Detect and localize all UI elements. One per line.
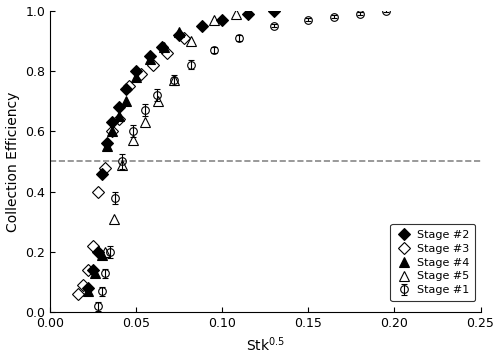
Stage #4 bbox=[109, 129, 115, 134]
Stage #2 bbox=[198, 23, 204, 28]
Stage #5 bbox=[156, 99, 162, 103]
Stage #2 bbox=[98, 171, 104, 176]
Stage #2 bbox=[245, 12, 251, 16]
Stage #3 bbox=[80, 283, 86, 287]
Stage #2 bbox=[176, 32, 182, 37]
Stage #3 bbox=[102, 165, 108, 170]
Stage #4 bbox=[133, 75, 139, 79]
Stage #3 bbox=[85, 268, 91, 272]
Stage #4 bbox=[98, 253, 104, 257]
Stage #5 bbox=[233, 12, 239, 16]
Stage #3 bbox=[182, 36, 188, 40]
Stage #2 bbox=[219, 17, 225, 22]
Stage #2 bbox=[95, 250, 101, 254]
Stage #5 bbox=[142, 120, 148, 125]
Stage #4 bbox=[116, 114, 122, 118]
Stage #2 bbox=[109, 120, 115, 125]
Stage #3 bbox=[95, 189, 101, 194]
Stage #2 bbox=[104, 141, 110, 145]
Stage #2 bbox=[271, 8, 277, 13]
Stage #3 bbox=[116, 117, 122, 121]
Stage #2 bbox=[90, 268, 96, 272]
Stage #4 bbox=[92, 271, 98, 275]
Stage #5 bbox=[110, 217, 116, 221]
Stage #3 bbox=[126, 84, 132, 88]
Stage #3 bbox=[90, 244, 96, 248]
Stage #4 bbox=[85, 289, 91, 293]
Stage #4 bbox=[176, 30, 182, 34]
Line: Stage #5: Stage #5 bbox=[100, 9, 240, 257]
Stage #2 bbox=[147, 54, 153, 58]
Stage #3 bbox=[74, 292, 80, 297]
Y-axis label: Collection Efficiency: Collection Efficiency bbox=[6, 91, 20, 232]
Stage #4 bbox=[147, 57, 153, 61]
Stage #3 bbox=[164, 51, 170, 55]
Stage #5 bbox=[102, 250, 108, 254]
Stage #4 bbox=[122, 99, 128, 103]
Stage #3 bbox=[138, 72, 144, 76]
Stage #3 bbox=[150, 63, 156, 67]
X-axis label: Stk$^{0.5}$: Stk$^{0.5}$ bbox=[246, 336, 285, 355]
Stage #5 bbox=[188, 39, 194, 43]
Stage #5 bbox=[171, 78, 177, 82]
Stage #2 bbox=[159, 45, 165, 49]
Stage #2 bbox=[133, 69, 139, 73]
Stage #5 bbox=[210, 17, 216, 22]
Stage #2 bbox=[85, 286, 91, 291]
Stage #3 bbox=[109, 129, 115, 134]
Stage #2 bbox=[116, 105, 122, 109]
Stage #2 bbox=[122, 87, 128, 91]
Line: Stage #4: Stage #4 bbox=[84, 27, 184, 296]
Stage #5 bbox=[120, 162, 126, 167]
Stage #4 bbox=[104, 144, 110, 149]
Stage #4 bbox=[160, 45, 166, 49]
Line: Stage #2: Stage #2 bbox=[84, 6, 278, 293]
Legend: Stage #2, Stage #3, Stage #4, Stage #5, Stage #1: Stage #2, Stage #3, Stage #4, Stage #5, … bbox=[390, 224, 475, 301]
Stage #5 bbox=[130, 138, 136, 143]
Line: Stage #3: Stage #3 bbox=[73, 33, 189, 299]
